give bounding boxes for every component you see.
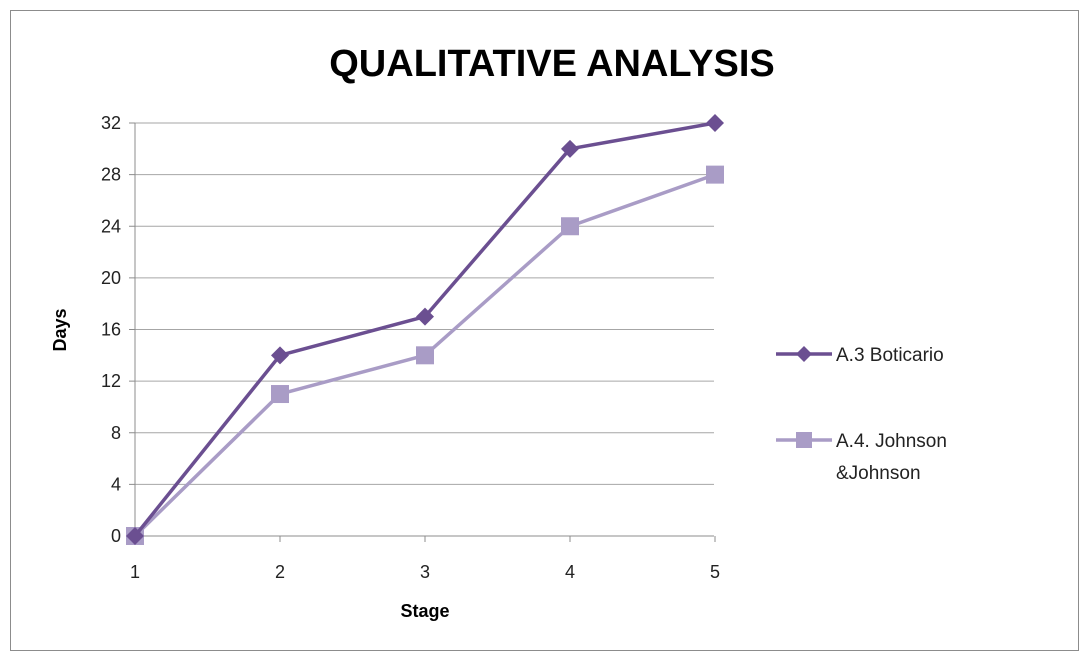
- x-tick-label: 5: [710, 562, 720, 582]
- series-lines: [126, 114, 724, 545]
- y-tick-label: 0: [111, 526, 121, 546]
- y-tick-label: 32: [101, 113, 121, 133]
- gridlines: [135, 122, 714, 537]
- legend-item-1: A.3 Boticario: [776, 345, 944, 366]
- x-tick-label: 3: [420, 562, 430, 582]
- y-tick-label: 8: [111, 423, 121, 443]
- data-point: [561, 139, 579, 158]
- legend-marker: [796, 432, 812, 448]
- data-point: [416, 346, 434, 365]
- chart-frame: [10, 10, 1079, 651]
- y-tick-label: 20: [101, 268, 121, 288]
- x-tick-label: 1: [130, 562, 140, 582]
- legend-marker: [796, 346, 812, 362]
- data-point: [271, 346, 289, 365]
- chart-title: QUALITATIVE ANALYSIS: [329, 43, 774, 85]
- legend: A.3 Boticario A.4. Johnson&Johnson: [776, 345, 947, 484]
- series-2: [126, 165, 724, 545]
- x-axis-title: Stage: [400, 601, 449, 621]
- data-point: [416, 307, 434, 326]
- x-tick-label: 2: [275, 562, 285, 582]
- data-point: [271, 385, 289, 404]
- legend-label: &Johnson: [836, 463, 921, 484]
- data-point: [126, 527, 144, 545]
- data-point: [561, 217, 579, 236]
- y-tick-label: 4: [111, 474, 121, 494]
- y-tick-label: 24: [101, 216, 121, 236]
- data-point: [706, 165, 724, 184]
- legend-item-2: A.4. Johnson&Johnson: [776, 431, 947, 484]
- y-tick-label: 28: [101, 165, 121, 185]
- series-1: [126, 114, 724, 545]
- legend-label: A.4. Johnson: [836, 431, 947, 452]
- y-axis-title: Days: [50, 308, 70, 351]
- x-tick-label: 4: [565, 562, 575, 582]
- data-point: [706, 114, 724, 132]
- y-tick-label: 16: [101, 320, 121, 340]
- y-tick-label: 12: [101, 371, 121, 391]
- legend-label: A.3 Boticario: [836, 345, 944, 366]
